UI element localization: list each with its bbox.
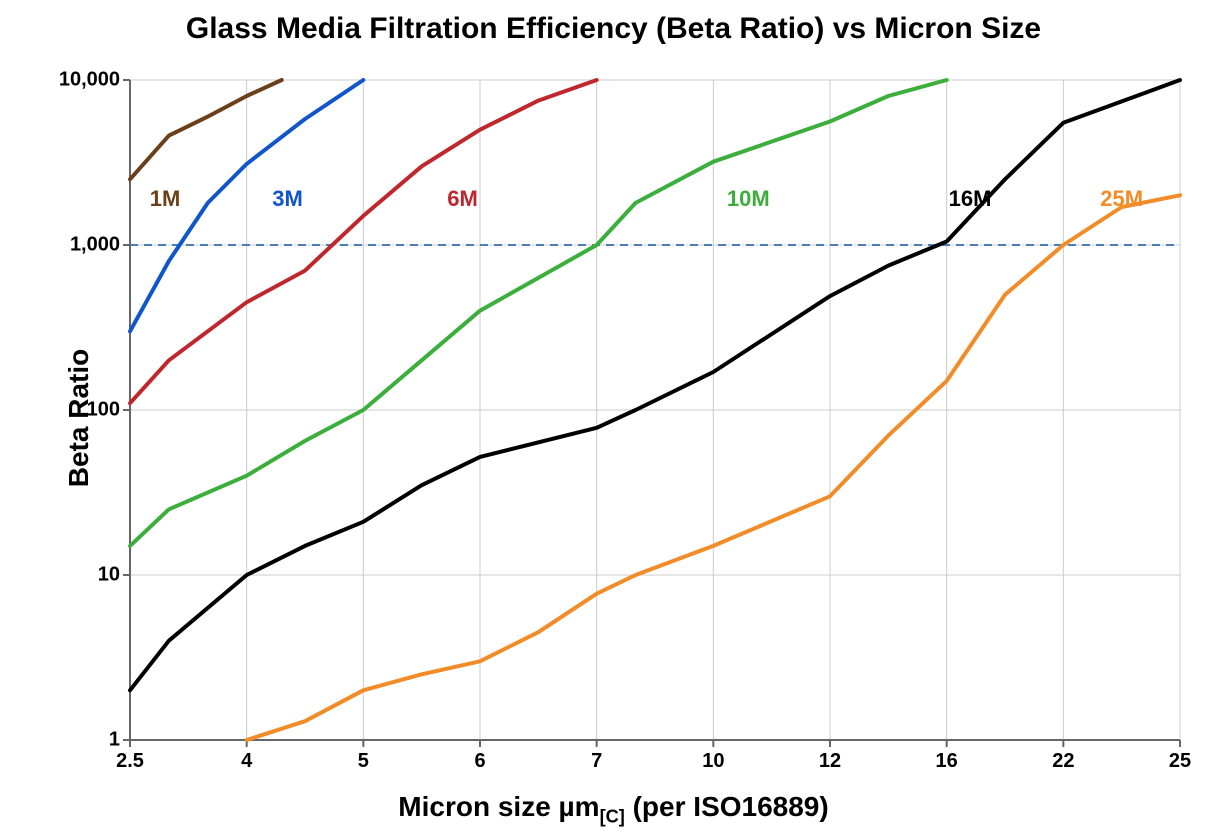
y-tick-label: 1 [109, 729, 120, 752]
plot-svg [130, 80, 1180, 740]
plot-area: 2.5456710121622251101001,00010,0001M3M6M… [130, 80, 1180, 740]
series-label-3M: 3M [272, 186, 303, 212]
x-tick-label: 6 [474, 750, 485, 773]
series-line-16M [130, 80, 1180, 690]
series-label-1M: 1M [150, 186, 181, 212]
x-tick-label: 16 [936, 750, 958, 773]
chart-container: Glass Media Filtration Efficiency (Beta … [0, 0, 1227, 836]
y-tick-label: 10 [98, 564, 120, 587]
y-tick-label: 1,000 [70, 234, 120, 257]
x-tick-label: 25 [1169, 750, 1191, 773]
x-tick-label: 4 [241, 750, 252, 773]
chart-title: Glass Media Filtration Efficiency (Beta … [0, 12, 1227, 46]
y-tick-label: 10,000 [59, 69, 120, 92]
series-line-10M [130, 80, 947, 546]
y-tick-label: 100 [87, 399, 120, 422]
x-tick-label: 7 [591, 750, 602, 773]
x-tick-label: 10 [702, 750, 724, 773]
x-tick-label: 2.5 [116, 750, 144, 773]
x-axis-label: Micron size µm[C] (per ISO16889) [0, 791, 1227, 828]
x-tick-label: 22 [1052, 750, 1074, 773]
x-tick-label: 5 [358, 750, 369, 773]
series-line-1M [130, 80, 282, 179]
series-label-6M: 6M [447, 186, 478, 212]
series-label-25M: 25M [1100, 186, 1143, 212]
x-tick-label: 12 [819, 750, 841, 773]
series-label-10M: 10M [727, 186, 770, 212]
series-label-16M: 16M [949, 186, 992, 212]
